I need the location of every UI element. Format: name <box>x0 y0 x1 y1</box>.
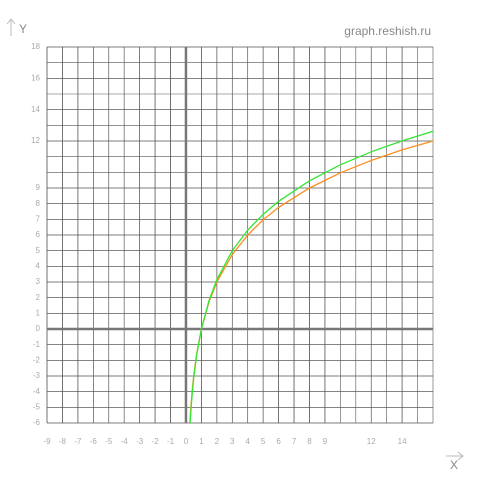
x-tick-label: -7 <box>74 437 82 446</box>
y-tick-label: -2 <box>33 355 41 364</box>
x-tick-label: -2 <box>152 437 160 446</box>
x-tick-label: 8 <box>307 437 312 446</box>
y-tick-label: 7 <box>36 214 41 223</box>
x-tick-label: -1 <box>167 437 175 446</box>
x-tick-label: 7 <box>292 437 297 446</box>
x-tick-label: -4 <box>121 437 129 446</box>
x-tick-label: 12 <box>367 437 376 446</box>
x-arrow-head <box>457 451 464 461</box>
x-tick-label: 9 <box>323 437 328 446</box>
x-tick-label: -8 <box>59 437 67 446</box>
y-tick-label: 0 <box>36 324 41 333</box>
y-tick-label: 14 <box>31 105 40 114</box>
y-tick-label: -5 <box>33 402 41 411</box>
y-tick-label: -6 <box>33 418 41 427</box>
y-tick-label: 9 <box>36 183 41 192</box>
x-tick-label: -9 <box>43 437 51 446</box>
watermark: graph.reshish.ru <box>344 24 431 38</box>
y-tick-label: 3 <box>36 277 41 286</box>
x-tick-label: 5 <box>261 437 266 446</box>
y-tick-label: 2 <box>36 293 41 302</box>
y-tick-label: -1 <box>33 340 41 349</box>
y-axis-label: Y <box>19 22 27 36</box>
y-tick-label: 5 <box>36 246 41 255</box>
y-tick-label: -4 <box>33 387 41 396</box>
y-tick-label: 16 <box>31 73 40 82</box>
y-tick-label: 12 <box>31 136 40 145</box>
x-tick-label: 1 <box>199 437 204 446</box>
x-tick-label: 3 <box>230 437 235 446</box>
x-axis-label: X <box>450 458 458 472</box>
x-tick-label: 4 <box>245 437 250 446</box>
y-tick-label: 18 <box>31 42 40 51</box>
x-tick-label: -3 <box>136 437 144 446</box>
y-tick-label: -3 <box>33 371 41 380</box>
x-tick-label: 0 <box>184 437 189 446</box>
x-tick-label: -6 <box>90 437 98 446</box>
y-tick-label: 4 <box>36 261 41 270</box>
x-tick-label: -5 <box>105 437 113 446</box>
y-tick-label: 6 <box>36 230 41 239</box>
curve <box>189 130 433 423</box>
x-tick-label: 2 <box>215 437 220 446</box>
x-tick-label: 14 <box>398 437 407 446</box>
y-tick-label: 1 <box>36 308 41 317</box>
y-arrow-head <box>6 18 16 25</box>
x-tick-label: 6 <box>276 437 281 446</box>
y-tick-label: 8 <box>36 199 41 208</box>
